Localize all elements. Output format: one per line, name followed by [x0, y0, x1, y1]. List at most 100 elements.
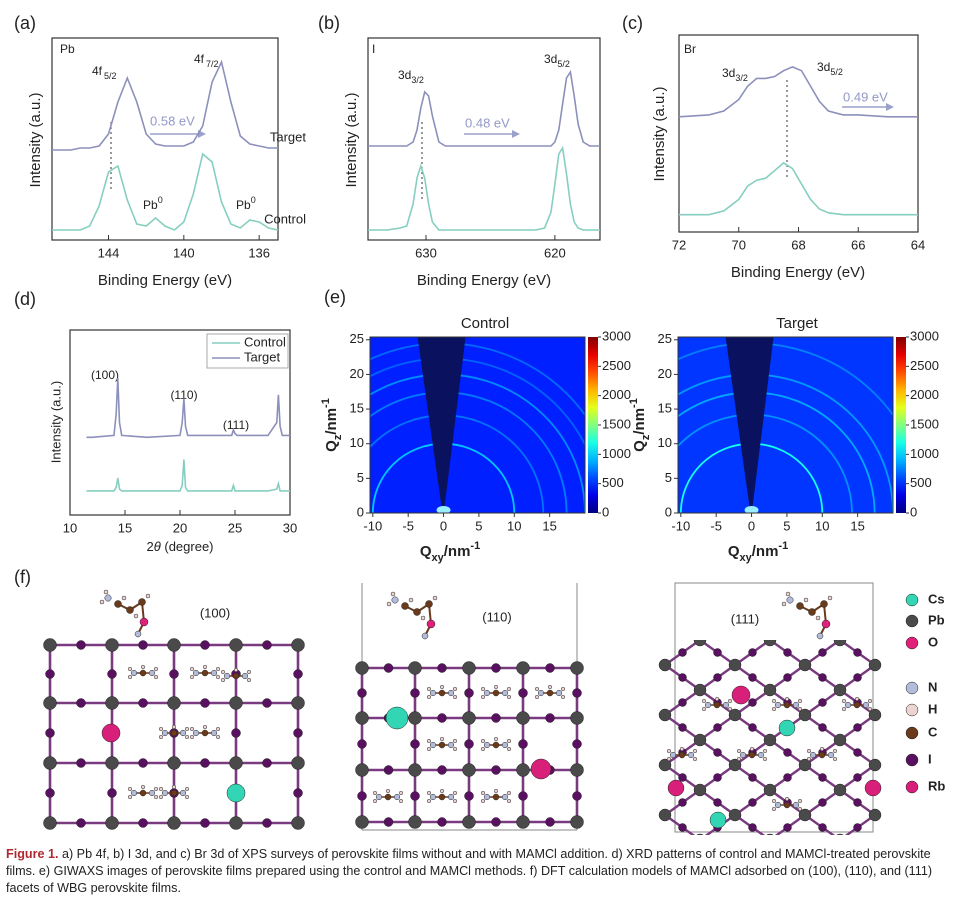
atom	[462, 661, 476, 675]
colorbar-tick-label: 2500	[602, 358, 631, 373]
colorbar-tick-label: 1000	[910, 446, 939, 461]
structures	[43, 589, 882, 835]
legend-swatch	[905, 614, 919, 628]
atom	[408, 815, 422, 829]
legend-label: N	[928, 679, 937, 694]
atom	[426, 798, 432, 804]
atom	[493, 684, 499, 690]
atom	[713, 798, 722, 807]
legend-label: Rb	[928, 778, 945, 793]
plot-frame	[51, 37, 279, 241]
atom	[447, 793, 455, 801]
atom	[796, 602, 804, 610]
y-tick-label: 10	[350, 435, 364, 450]
beam-shadow	[417, 337, 466, 507]
atom	[658, 808, 672, 822]
atom	[818, 673, 827, 682]
shift-label: 0.58 eV	[150, 113, 195, 128]
atom	[867, 698, 873, 704]
atom	[727, 698, 733, 704]
atom	[45, 788, 55, 798]
atom	[570, 763, 584, 777]
atom	[763, 683, 777, 697]
caption-label: Figure 1.	[6, 847, 59, 861]
atom	[226, 783, 246, 803]
atom	[158, 734, 164, 740]
x-tick-label: 5	[783, 518, 790, 533]
atom	[262, 698, 272, 708]
atom	[45, 728, 55, 738]
atom	[429, 793, 437, 801]
atom	[201, 669, 209, 677]
atom	[771, 698, 777, 704]
atom	[506, 694, 512, 700]
x-tick-label: -5	[402, 518, 414, 533]
atom	[658, 758, 672, 772]
atom	[518, 739, 528, 749]
atom	[798, 758, 812, 772]
atom	[153, 666, 159, 672]
atom	[832, 756, 838, 762]
atom	[231, 728, 241, 738]
atom	[483, 741, 491, 749]
chart-title: Control	[461, 315, 509, 332]
atom	[101, 723, 121, 743]
atom	[818, 723, 827, 732]
atom	[555, 689, 563, 697]
atom	[439, 684, 445, 690]
atom	[43, 756, 57, 770]
atom	[437, 817, 447, 827]
atom	[229, 696, 243, 710]
atom	[429, 689, 437, 697]
atom	[763, 783, 777, 797]
atom	[43, 816, 57, 830]
atom	[138, 698, 148, 708]
atom	[864, 779, 882, 797]
atom	[748, 648, 757, 657]
atom	[246, 677, 252, 683]
series-line	[368, 69, 600, 147]
series-line	[86, 459, 290, 492]
atom	[678, 723, 687, 732]
legend-label: Cs	[928, 591, 945, 606]
heatmap	[370, 337, 585, 513]
atom	[438, 793, 446, 801]
atom	[748, 673, 757, 682]
atom	[107, 669, 117, 679]
atom	[833, 640, 847, 647]
atom	[43, 638, 57, 652]
y-axis-label: Qz/nm-1	[628, 398, 652, 452]
atom	[480, 798, 486, 804]
atom	[818, 648, 827, 657]
atom	[184, 794, 190, 800]
metal-label: Pb0	[143, 195, 163, 212]
panel-label: (b)	[318, 13, 340, 33]
atom	[480, 790, 486, 796]
beam-spot	[436, 506, 451, 513]
atom	[766, 833, 774, 835]
series-line	[52, 152, 279, 231]
atom	[491, 765, 501, 775]
atom	[452, 790, 458, 796]
y-axis-label: Intensity (a.u.)	[343, 92, 360, 187]
colorbar	[588, 337, 598, 513]
atom	[464, 688, 474, 698]
atom	[492, 689, 500, 697]
x-tick-label: 15	[850, 518, 864, 533]
atom	[784, 796, 790, 802]
atom	[818, 823, 827, 832]
atom	[215, 734, 221, 740]
atom	[171, 784, 177, 790]
atom	[200, 698, 210, 708]
atom	[667, 779, 685, 797]
atom	[868, 708, 882, 722]
atom	[462, 711, 476, 725]
atom	[140, 664, 146, 670]
x-tick-label: 10	[815, 518, 829, 533]
legend-box	[206, 333, 289, 369]
atom	[762, 748, 768, 754]
legend-label: I	[928, 751, 932, 766]
atom	[145, 593, 151, 599]
atom	[139, 617, 149, 627]
element-label: Pb	[60, 42, 75, 56]
